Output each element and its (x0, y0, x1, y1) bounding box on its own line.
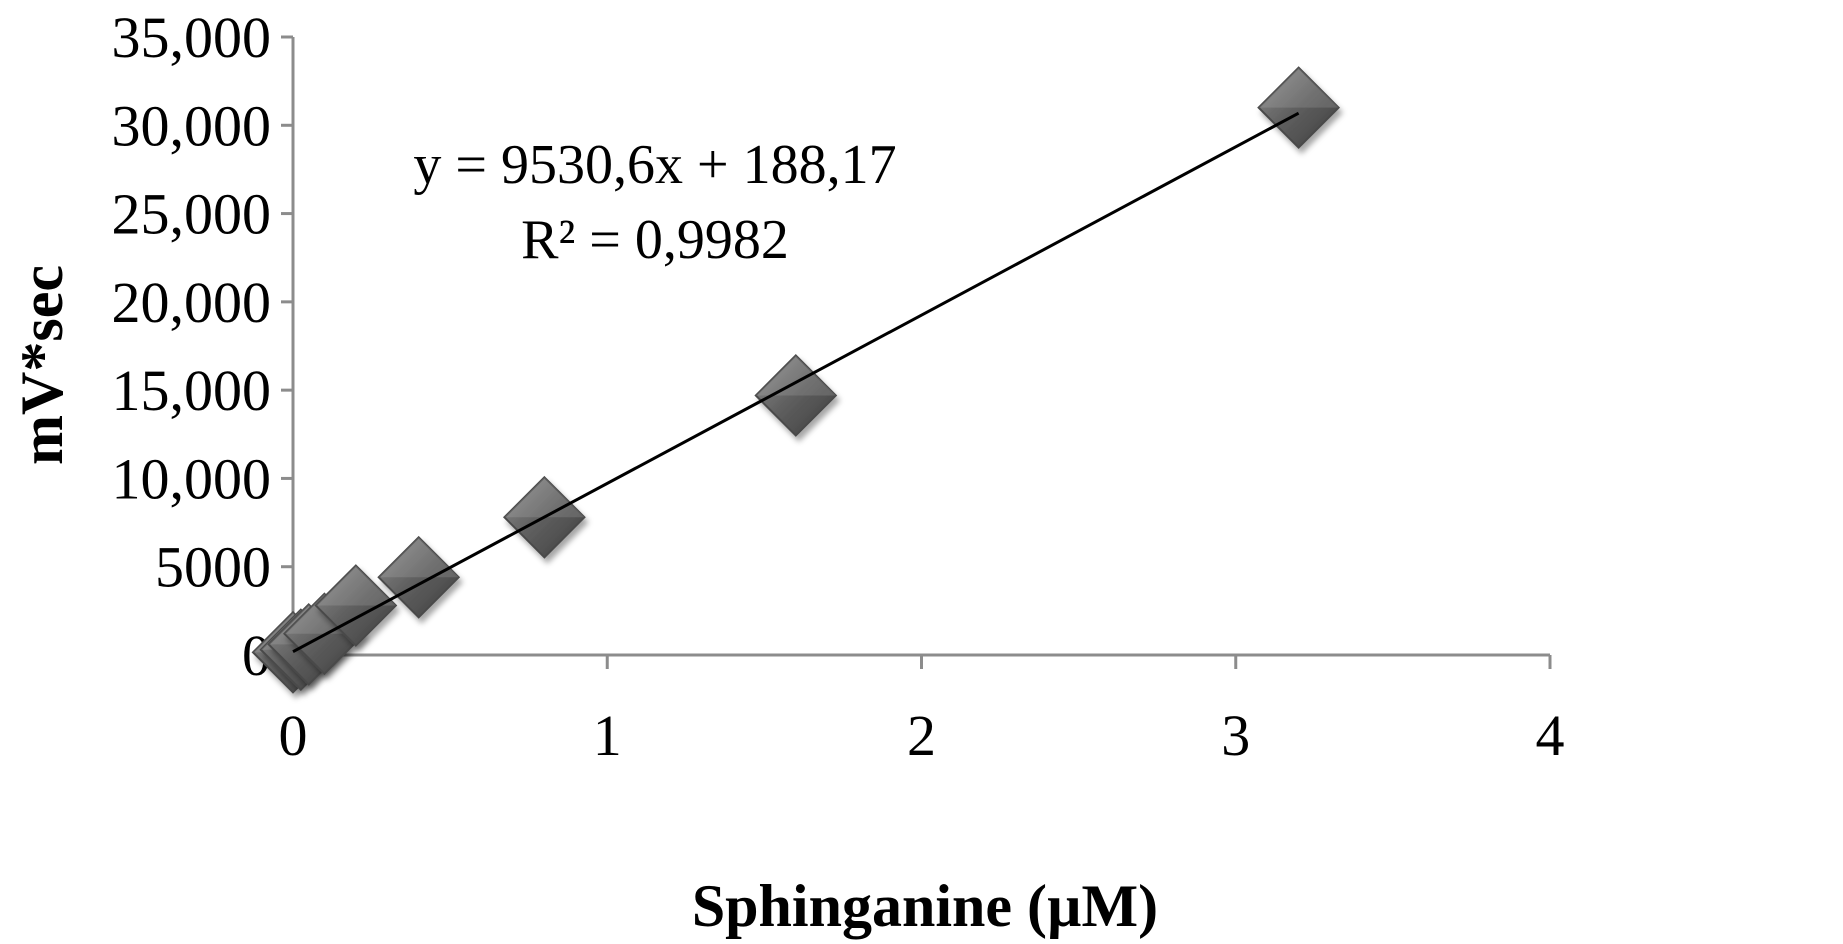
data-point (754, 354, 838, 437)
x-tick-label: 0 (279, 703, 308, 768)
y-axis-ticks: 0500010,00015,00020,00025,00030,00035,00… (112, 5, 293, 688)
x-tick-label: 4 (1536, 703, 1565, 768)
y-tick-label: 25,000 (112, 182, 272, 247)
y-tick-label: 5000 (155, 535, 271, 600)
data-points (251, 66, 1341, 694)
y-tick-label: 30,000 (112, 93, 272, 158)
axes: 0 5000 10,000 15,000 20,000 25,000 30,000 35,00… (112, 5, 1565, 768)
y-axis-title: mV*sec (9, 265, 75, 465)
y-tick-label: 10,000 (112, 446, 272, 511)
trendline (292, 111, 1300, 653)
x-tick-label: 2 (907, 703, 936, 768)
trendline-r-squared: R² = 0,9982 (521, 209, 789, 271)
x-axis-title: Sphinganine (µM) (692, 873, 1158, 939)
y-tick-label: 20,000 (112, 270, 272, 335)
x-tick-label: 1 (593, 703, 622, 768)
data-point (314, 564, 398, 647)
y-tick-label: 15,000 (112, 358, 272, 423)
y-tick-label: 35,000 (112, 5, 272, 70)
x-axis-ticks: 0 1 2 3 4 (279, 655, 1565, 768)
data-point (377, 535, 461, 619)
trendline-equation: y = 9530,6x + 188,17 (413, 134, 896, 196)
x-tick-label: 3 (1221, 703, 1250, 768)
data-point (1257, 66, 1341, 150)
